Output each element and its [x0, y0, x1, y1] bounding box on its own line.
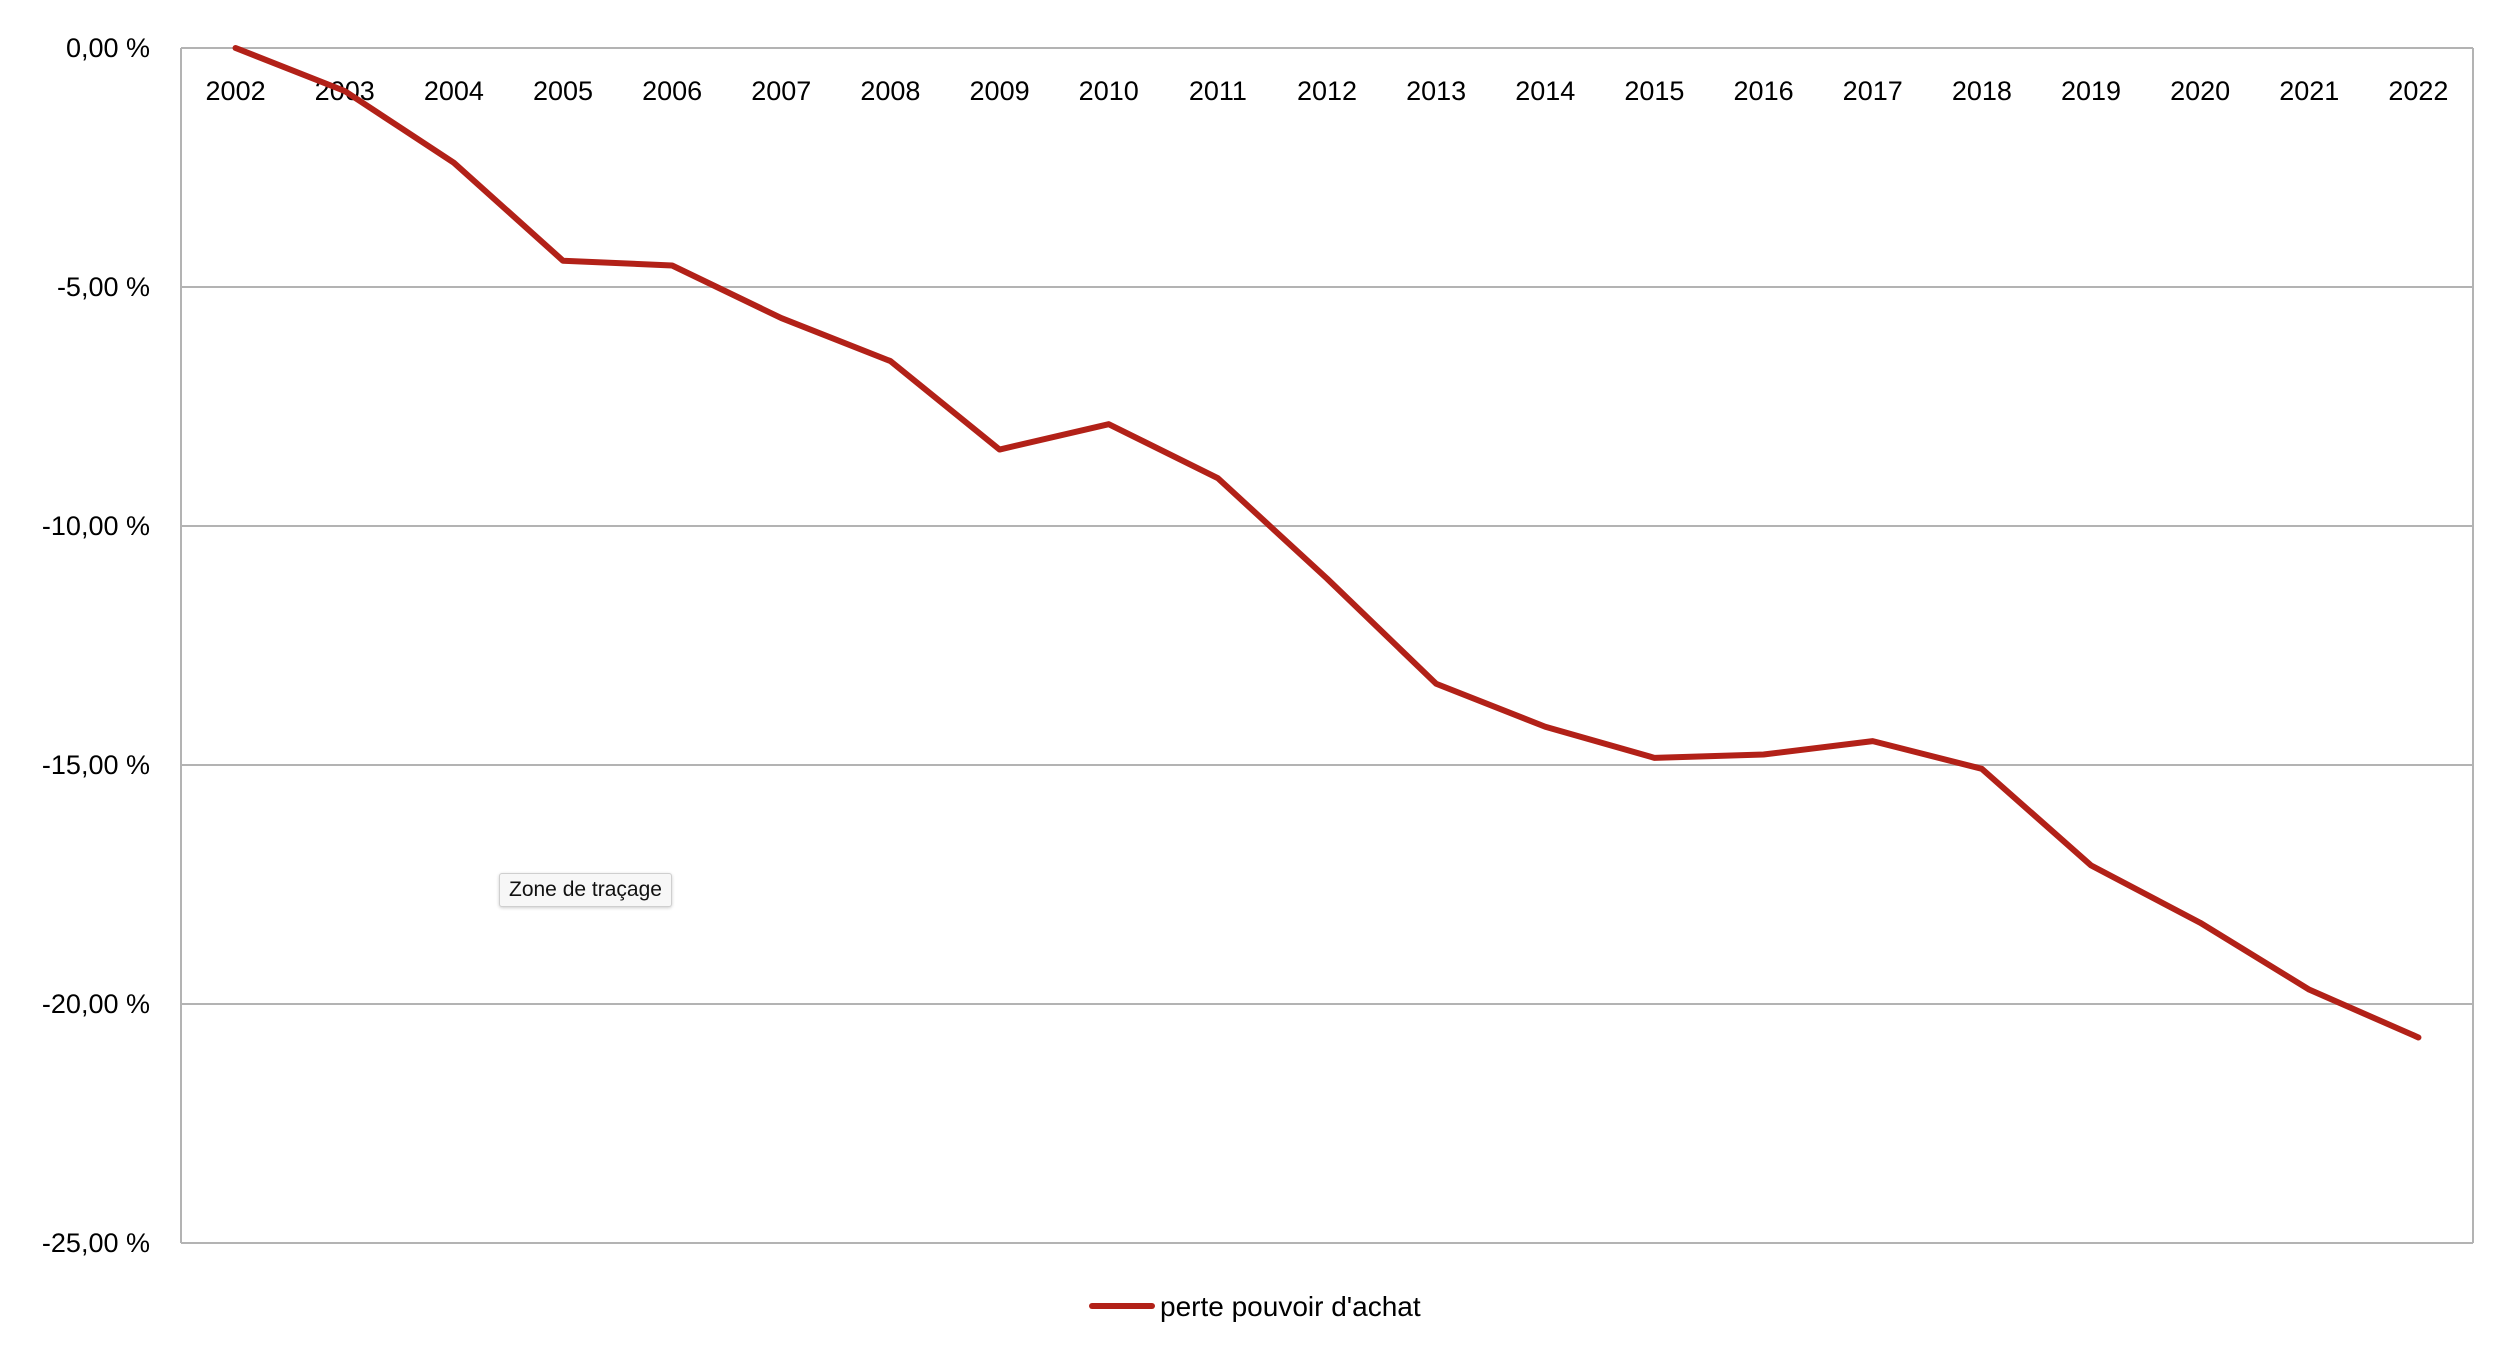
- y-axis-labels: 0,00 % -5,00 % -10,00 % -15,00 % -20,00 % -25…: [42, 33, 150, 1258]
- x-tick-label: 2005: [533, 76, 593, 106]
- x-tick-label: 2006: [642, 76, 702, 106]
- x-tick-label: 2009: [970, 76, 1030, 106]
- x-tick-label: 2014: [1515, 76, 1575, 106]
- y-tick-label: -25,00 %: [42, 1228, 150, 1258]
- plot-area-tooltip: Zone de traçage: [499, 873, 672, 907]
- x-tick-label: 2020: [2170, 76, 2230, 106]
- x-tick-label: 2015: [1624, 76, 1684, 106]
- x-axis-labels: 2002 2003 2004 2005 2006 2007 2008 2009 2010 2011…: [206, 76, 2449, 106]
- x-tick-label: 2007: [751, 76, 811, 106]
- x-tick-label: 2012: [1297, 76, 1357, 106]
- x-tick-label: 2011: [1189, 76, 1247, 106]
- x-tick-label: 2018: [1952, 76, 2012, 106]
- gridlines: [180, 47, 2474, 1244]
- y-tick-label: -10,00 %: [42, 511, 150, 541]
- x-tick-label: 2016: [1734, 76, 1794, 106]
- y-tick-label: 0,00 %: [66, 33, 150, 63]
- series-lines: [232, 45, 2422, 1041]
- x-tick-label: 2017: [1843, 76, 1903, 106]
- x-tick-label: 2002: [206, 76, 266, 106]
- x-tick-label: 2008: [860, 76, 920, 106]
- x-tick-label: 2004: [424, 76, 484, 106]
- y-tick-label: -5,00 %: [57, 272, 150, 302]
- x-tick-label: 2013: [1406, 76, 1466, 106]
- y-tick-label: -20,00 %: [42, 989, 150, 1019]
- legend-label: perte pouvoir d'achat: [1160, 1291, 1421, 1322]
- x-tick-label: 2010: [1079, 76, 1139, 106]
- x-tick-label: 2019: [2061, 76, 2121, 106]
- x-tick-label: 2021: [2279, 76, 2339, 106]
- y-tick-label: -15,00 %: [42, 750, 150, 780]
- x-tick-label: 2022: [2388, 76, 2448, 106]
- legend: perte pouvoir d'achat: [1089, 1291, 1421, 1322]
